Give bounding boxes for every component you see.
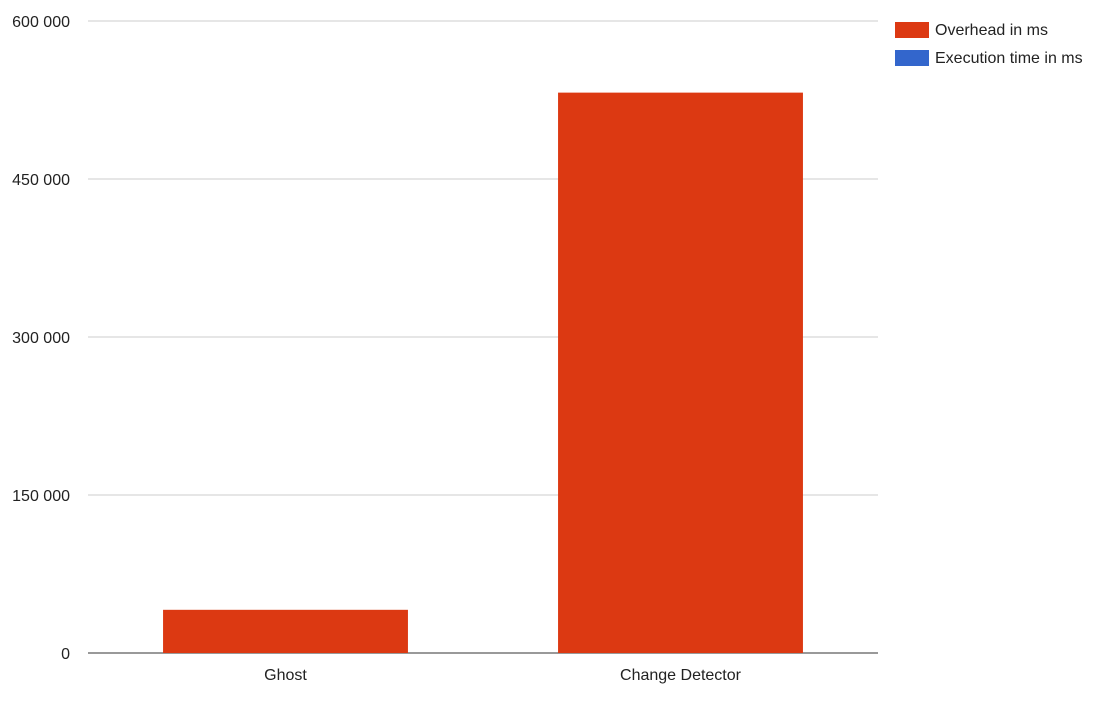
bars [163, 92, 803, 654]
y-axis-tick-labels: 0 150 000 300 000 450 000 600 000 [12, 14, 70, 663]
y-tick-label: 150 000 [12, 488, 70, 505]
y-tick-label: 300 000 [12, 330, 70, 347]
legend-label: Overhead in ms [935, 22, 1048, 39]
x-axis-tick-labels: Ghost Change Detector [264, 667, 741, 684]
bar-ghost [163, 609, 408, 653]
x-tick-label: Change Detector [620, 667, 742, 684]
legend-label: Execution time in ms [935, 50, 1083, 67]
x-tick-label: Ghost [264, 667, 307, 684]
y-tick-label: 0 [61, 646, 70, 663]
legend-swatch [895, 22, 929, 38]
bar-change-detector [558, 92, 803, 654]
legend: Overhead in ms Execution time in ms [895, 22, 1083, 67]
y-tick-label: 450 000 [12, 172, 70, 189]
legend-swatch [895, 50, 929, 66]
y-tick-label: 600 000 [12, 14, 70, 31]
